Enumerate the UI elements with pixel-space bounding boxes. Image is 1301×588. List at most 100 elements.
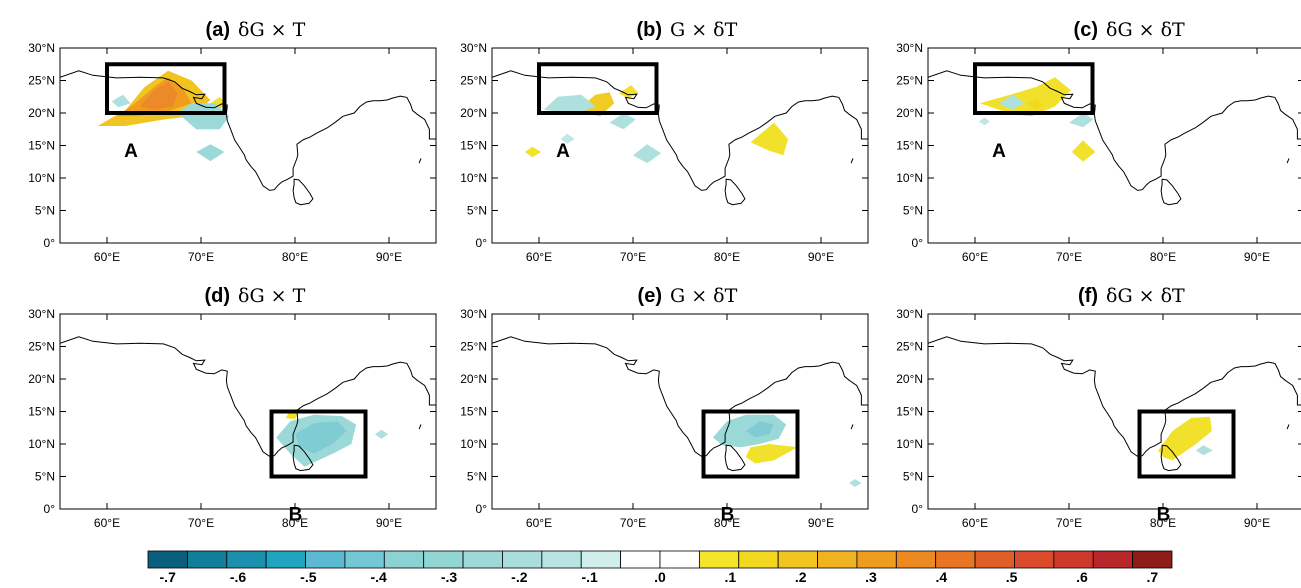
positive-anomaly [750,122,789,156]
y-tick-label: 20°N [896,106,923,120]
x-tick-label: 60°E [962,250,988,264]
colorbar-swatch [423,550,464,569]
y-tick-label: 10°N [460,437,487,451]
positive-anomaly [581,92,615,117]
colorbar-swatch [462,550,503,569]
y-tick-label: 0° [476,236,488,250]
map-area [60,336,436,472]
panel-frame [59,313,437,510]
y-tick-label: 0° [44,236,56,250]
panel-formula: δG × T [238,285,306,307]
colorbar-swatch [738,550,779,569]
positive-anomaly [1158,416,1212,461]
map-panels: (a) δG × T 60°E 70°E 80°E 90°E 0° 5°N 10°N 15°N 20… [28,19,1301,530]
colorbar-label: .3 [865,569,877,585]
x-tick-label: 70°E [188,516,214,530]
positive-anomaly [1071,140,1096,162]
y-tick-label: 20°N [28,106,55,120]
region-label: A [124,141,138,162]
panel-frame [927,47,1301,244]
map-panel: (d) δG × T 60°E 70°E 80°E 90°E 0° 5°N 10°N 15°N 20… [28,285,437,530]
colorbar-label: -.1 [581,569,598,585]
panel-label: (d) [204,285,230,307]
colorbar-swatch [541,550,582,569]
negative-anomaly [849,479,862,487]
coastline [928,336,1301,457]
colorbar: -.7 -.6 -.5 -.4 -.3 -.2 -.1 .0 .1 .2 .3 .4 .5 .6 .7 [147,550,1173,585]
colorbar-swatch [935,550,976,569]
x-tick-label: 90°E [376,250,402,264]
region-box [1137,409,1236,479]
y-tick-label: 20°N [460,106,487,120]
x-tick-label: 90°E [1244,516,1270,530]
y-tick-label: 15°N [28,405,55,419]
colorbar-swatch [305,550,346,569]
x-tick-label: 60°E [94,250,120,264]
positive-anomaly [1026,98,1044,110]
y-tick-label: 25°N [28,340,55,354]
positive-anomaly [979,77,1071,117]
coastline [60,336,436,457]
map-area [492,70,868,206]
y-tick-label: 20°N [896,372,923,386]
x-tick-label: 80°E [714,516,740,530]
colorbar-swatch [817,550,858,569]
panel-formula: G × δT [670,285,738,307]
colorbar-label: -.2 [511,569,528,585]
negative-anomaly [374,429,389,439]
y-tick-label: 5°N [467,204,487,218]
y-tick-label: 30°N [28,41,55,55]
map-area [928,70,1301,206]
map-area [928,336,1301,472]
colorbar-label: .5 [1006,569,1018,585]
negative-anomaly [111,94,131,108]
y-tick-label: 30°N [896,41,923,55]
x-tick-label: 90°E [1244,250,1270,264]
sri-lanka-outline [724,178,746,206]
negative-anomaly [1195,445,1213,456]
y-tick-label: 5°N [903,204,923,218]
colorbar-swatch [856,550,897,569]
coastline [492,336,868,457]
negative-anomaly [978,117,990,126]
region-label: B [721,505,735,526]
colorbar-swatch [344,550,385,569]
sri-lanka-outline [724,444,746,472]
x-tick-label: 70°E [188,250,214,264]
x-tick-label: 80°E [282,516,308,530]
colorbar-swatch [1053,550,1094,569]
colorbar-label: -.4 [371,569,388,585]
sri-lanka-outline [1160,444,1182,472]
colorbar-swatch [1014,550,1055,569]
x-tick-label: 60°E [526,250,552,264]
panel-label: (b) [636,19,662,41]
colorbar-label: -.7 [160,569,177,585]
x-tick-label: 90°E [376,516,402,530]
x-tick-label: 70°E [1056,516,1082,530]
coastline [928,70,1301,191]
y-tick-label: 15°N [896,405,923,419]
region-box [269,409,368,479]
coastline [60,70,436,191]
colorbar-label: .7 [1146,569,1158,585]
y-tick-label: 20°N [460,372,487,386]
y-tick-label: 25°N [896,340,923,354]
panel-label: (f) [1078,285,1098,307]
y-tick-label: 10°N [460,171,487,185]
y-tick-label: 10°N [896,171,923,185]
colorbar-label: -.6 [230,569,247,585]
island-outline [850,158,854,164]
colorbar-label: .0 [654,569,666,585]
x-tick-label: 60°E [526,516,552,530]
x-tick-label: 60°E [94,516,120,530]
x-tick-label: 80°E [282,250,308,264]
x-tick-label: 80°E [1150,516,1176,530]
colorbar-swatch [1092,550,1134,569]
region-label: A [992,141,1006,162]
panel-formula: δG × T [238,19,306,41]
x-tick-label: 70°E [1056,250,1082,264]
colorbar-swatch [147,550,188,569]
colorbar-swatch [383,550,425,569]
region-label: B [1157,505,1171,526]
negative-anomaly [543,94,596,115]
